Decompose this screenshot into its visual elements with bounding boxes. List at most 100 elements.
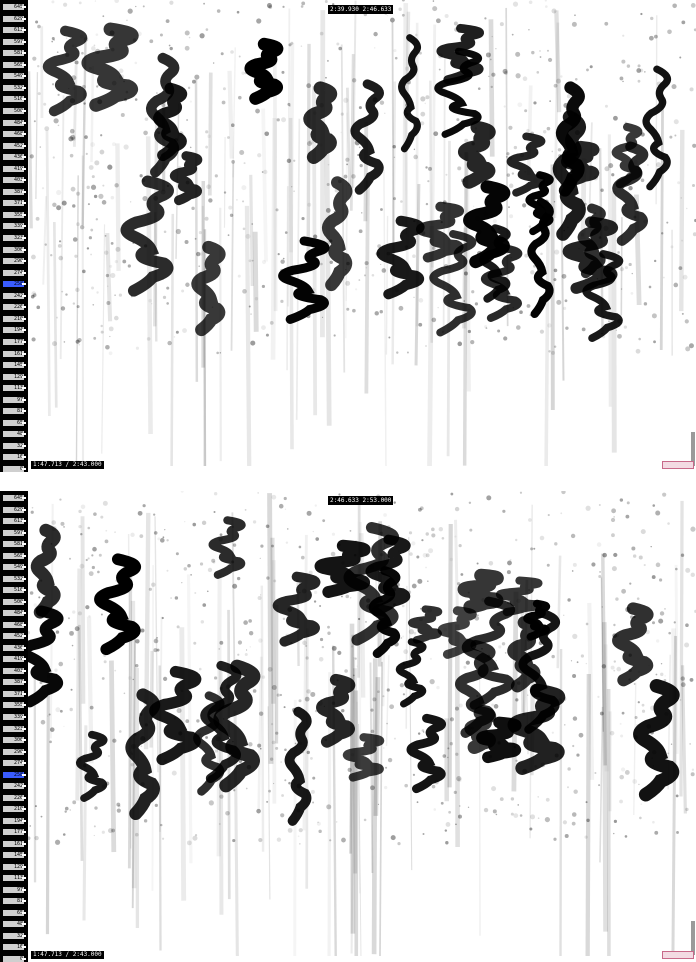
spectral-dot bbox=[261, 171, 264, 173]
spectral-dot bbox=[628, 185, 633, 191]
spectral-dot bbox=[278, 503, 284, 509]
scrollbar-stub-icon[interactable] bbox=[691, 432, 695, 466]
spectral-dot bbox=[425, 166, 428, 169]
spectral-dot bbox=[343, 97, 349, 103]
spectral-dot bbox=[365, 266, 368, 269]
spectral-streak bbox=[186, 574, 193, 864]
spectral-dot bbox=[331, 532, 336, 536]
spectral-dot bbox=[652, 820, 655, 824]
zoom-box-icon[interactable] bbox=[662, 461, 694, 469]
pitch-ruler[interactable]: 645 629 613 597 581 565 549 532 516 500 484 468 452 4… bbox=[0, 0, 28, 472]
spectral-dot bbox=[381, 268, 387, 273]
spectral-dot bbox=[92, 303, 95, 306]
spectral-dot bbox=[371, 273, 375, 277]
spectral-dot bbox=[284, 748, 287, 752]
spectral-dot bbox=[50, 253, 53, 257]
ruler-tick: 387 bbox=[3, 188, 24, 195]
spectral-dot bbox=[548, 350, 551, 353]
spectral-streak bbox=[603, 644, 609, 772]
spectral-dot bbox=[202, 603, 207, 607]
spectral-dot bbox=[345, 280, 351, 286]
spectral-streak bbox=[599, 706, 604, 863]
ruler-mark bbox=[22, 923, 26, 926]
ruler-tick: 145 bbox=[3, 362, 24, 369]
spectral-band bbox=[321, 176, 353, 292]
ruler-mark bbox=[22, 946, 26, 949]
spectral-dot bbox=[341, 708, 345, 713]
spectral-dot bbox=[394, 56, 398, 60]
spectral-streak bbox=[170, 213, 175, 467]
spectral-band bbox=[42, 25, 88, 117]
spectral-dot bbox=[157, 537, 161, 541]
spectral-band bbox=[200, 660, 242, 784]
spectral-dot bbox=[611, 566, 617, 572]
spectral-dot bbox=[153, 531, 158, 535]
spectral-dot bbox=[100, 330, 104, 334]
ruler-mark bbox=[22, 63, 26, 66]
spectrogram-view[interactable] bbox=[28, 0, 696, 472]
spectral-dot bbox=[420, 111, 426, 117]
ruler-mark bbox=[22, 842, 26, 845]
spectral-dot bbox=[441, 536, 445, 540]
spectral-dot bbox=[198, 231, 203, 235]
ruler-tick: 436 bbox=[3, 154, 24, 161]
ruler-mark bbox=[22, 819, 26, 822]
spectral-dot bbox=[139, 534, 144, 539]
spectral-dot bbox=[98, 193, 104, 199]
spectral-dot bbox=[457, 778, 462, 783]
spectrogram-panel-top[interactable]: 645 629 613 597 581 565 549 532 516 500 484 468 452 4… bbox=[0, 0, 696, 472]
spectral-dot bbox=[385, 766, 388, 769]
spectral-dot bbox=[90, 184, 97, 190]
spectral-dot bbox=[689, 87, 694, 92]
spectral-dot bbox=[166, 569, 169, 572]
spectral-dot bbox=[664, 607, 666, 610]
spectral-dot bbox=[59, 498, 62, 501]
spectral-dot bbox=[453, 21, 458, 26]
spectral-streak bbox=[350, 657, 356, 954]
spectrogram-panel-bottom[interactable]: 645 629 613 597 581 565 549 532 516 500 484 468 452 4… bbox=[0, 491, 696, 962]
spectral-dot bbox=[533, 547, 536, 550]
ruler-tick: 387 bbox=[3, 679, 24, 686]
spectral-dot bbox=[60, 306, 66, 311]
ruler-tick: 113 bbox=[3, 385, 24, 392]
ruler-tick: 419 bbox=[3, 656, 24, 663]
spectral-dot bbox=[184, 520, 186, 523]
spectral-dot bbox=[652, 504, 656, 507]
spectral-dot bbox=[485, 327, 488, 330]
scrollbar-stub-icon[interactable] bbox=[691, 921, 695, 955]
spectral-dot bbox=[243, 620, 248, 625]
spectral-dot bbox=[574, 14, 576, 17]
spectral-dot bbox=[344, 669, 348, 673]
spectral-dot bbox=[185, 719, 190, 723]
spectral-dot bbox=[69, 707, 73, 712]
spectral-dot bbox=[574, 77, 578, 81]
spectral-dot bbox=[53, 39, 55, 41]
spectral-dot bbox=[623, 325, 627, 329]
spectral-dot bbox=[329, 260, 333, 264]
zoom-box-icon[interactable] bbox=[662, 951, 694, 959]
spectral-dot bbox=[374, 47, 376, 49]
spectral-dot bbox=[40, 815, 43, 818]
spectral-streak bbox=[659, 94, 665, 351]
ruler-tick: 274 bbox=[3, 269, 24, 276]
spectral-dot bbox=[88, 571, 94, 577]
ruler-tick: 113 bbox=[3, 875, 24, 882]
spectral-dot bbox=[363, 818, 367, 822]
spectral-dot bbox=[275, 746, 279, 750]
pitch-ruler[interactable]: 645 629 613 597 581 565 549 532 516 500 484 468 452 4… bbox=[0, 491, 28, 962]
spectral-dot bbox=[358, 146, 361, 149]
spectral-dot bbox=[397, 842, 401, 846]
spectral-dot bbox=[302, 640, 307, 646]
spectral-dot bbox=[615, 597, 619, 601]
spectral-dot bbox=[585, 801, 588, 804]
spectral-dot bbox=[101, 200, 107, 205]
spectral-dot bbox=[100, 134, 103, 137]
spectral-dot bbox=[563, 306, 567, 310]
spectrogram-view[interactable] bbox=[28, 491, 696, 962]
spectrogram-canvas[interactable] bbox=[28, 491, 696, 962]
spectral-dot bbox=[151, 582, 156, 587]
spectral-dot bbox=[688, 343, 694, 349]
spectral-dot bbox=[411, 541, 416, 546]
spectrogram-canvas[interactable] bbox=[28, 0, 696, 472]
spectral-dot bbox=[76, 305, 80, 309]
